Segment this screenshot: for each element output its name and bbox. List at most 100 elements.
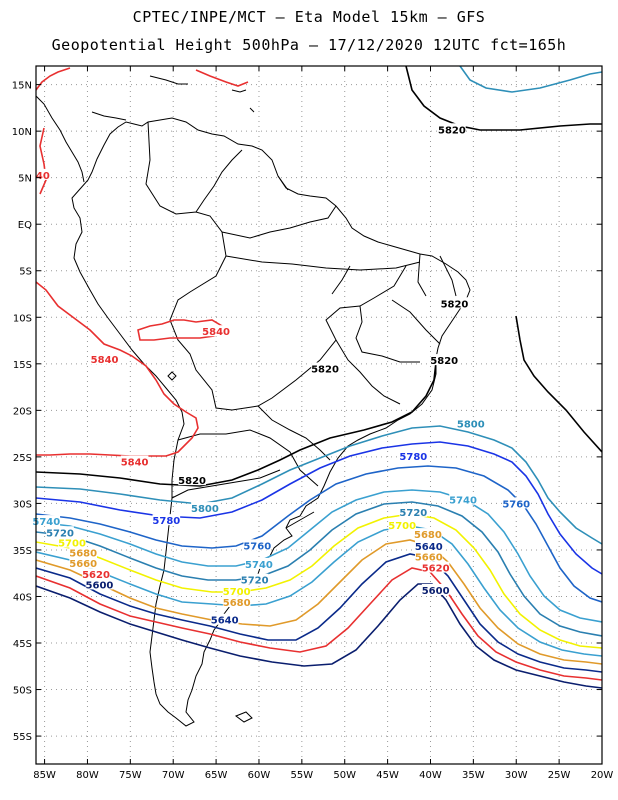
contour-label: 5640 xyxy=(415,542,443,553)
lon-tick-label: 60W xyxy=(248,770,271,781)
contour-label: 5800 xyxy=(457,419,485,430)
contour-label-bg xyxy=(399,505,428,517)
lat-tick-label: 50S xyxy=(13,686,32,697)
contour-5760 xyxy=(36,465,602,603)
contour-label-bg xyxy=(388,518,416,530)
lon-tick-label: 85W xyxy=(33,770,56,781)
chart-subtitle: Geopotential Height 500hPa – 17/12/2020 … xyxy=(51,36,567,54)
lat-tick-label: 15N xyxy=(12,81,32,92)
contour-5780 xyxy=(36,441,602,575)
contour-label: 5740 xyxy=(449,496,477,507)
contour-label: 5680 xyxy=(69,549,97,560)
lat-tick-label: 15S xyxy=(13,360,32,371)
lat-tick-label: 55S xyxy=(13,732,32,743)
contour-label: 5620 xyxy=(422,564,450,575)
falkland-islands xyxy=(234,711,253,723)
contour-label: 5780 xyxy=(152,516,180,527)
contour-label: 5660 xyxy=(415,552,443,563)
lat-tick-label: 45S xyxy=(13,639,32,650)
lon-tick-label: 65W xyxy=(205,770,228,781)
contour-label: 5780 xyxy=(399,452,427,463)
contour-label: 5660 xyxy=(69,559,97,570)
lon-tick-label: 40W xyxy=(419,770,442,781)
lat-tick-label: EQ xyxy=(18,220,32,231)
contour-label: 5740 xyxy=(245,560,273,571)
contour-label-bg xyxy=(82,568,110,580)
country-borders xyxy=(145,121,457,529)
antilles-island-2 xyxy=(231,89,247,93)
contour-label-bg xyxy=(85,578,114,590)
contour-label: 5640 xyxy=(211,616,239,627)
contour-label: 5820 xyxy=(311,364,339,375)
lon-tick-label: 35W xyxy=(462,770,485,781)
contour-label: 5820 xyxy=(430,356,458,367)
contour-label-bg xyxy=(449,493,477,505)
contour-label-bg xyxy=(210,613,239,625)
contour-label: 5840 xyxy=(202,327,230,338)
contour-label-bg xyxy=(90,353,119,365)
contour-labels: 5820 5820 5820 5820 5820 5840 5840 5840 40 5800 58… xyxy=(32,123,530,627)
contour-label: 5700 xyxy=(223,587,251,598)
lon-tick-label: 20W xyxy=(591,770,614,781)
contour-label-bg xyxy=(222,584,251,596)
contour-label: 5720 xyxy=(399,508,427,519)
contour-label-bg xyxy=(202,325,230,337)
contour-label-bg xyxy=(240,573,269,585)
contour-label-bg xyxy=(456,417,485,429)
contour-5720 xyxy=(36,501,602,637)
lat-tick-label: 25S xyxy=(13,453,32,464)
contour-label-bg xyxy=(438,123,466,135)
contour-5620 xyxy=(36,567,602,681)
contour-5700 xyxy=(36,513,602,649)
contour-label-bg xyxy=(120,455,149,467)
lon-tick-label: 75W xyxy=(119,770,142,781)
contour-label: 5700 xyxy=(58,539,86,550)
contour-label: 5760 xyxy=(243,541,271,552)
contour-5820-main xyxy=(36,361,437,487)
lat-tick-label: 10N xyxy=(12,127,32,138)
contour-label: 40 xyxy=(36,171,50,182)
contour-label-bg xyxy=(69,546,97,558)
axis-ticks: 15N 10N 5N EQ 5S 10S 15S 20S 25S 30S 35S 40S 45S 50S 5… xyxy=(12,66,614,781)
contour-label: 5760 xyxy=(502,499,530,510)
contour-label: 5600 xyxy=(86,580,114,591)
contour-label-bg xyxy=(430,354,459,366)
contour-5660 xyxy=(36,539,602,665)
contour-label-bg xyxy=(421,583,450,595)
contour-label-bg xyxy=(311,362,339,374)
lat-tick-label: 30S xyxy=(13,499,32,510)
lon-tick-label: 25W xyxy=(548,770,571,781)
lat-tick-label: 5S xyxy=(19,267,32,278)
lon-tick-label: 50W xyxy=(333,770,356,781)
lat-tick-label: 20S xyxy=(13,406,32,417)
contour-label-bg xyxy=(245,557,273,569)
contour-5800 xyxy=(36,425,602,545)
contour-5600 xyxy=(36,583,602,689)
antilles-island-3 xyxy=(249,107,255,113)
contour-label-bg xyxy=(178,474,206,486)
contour-5640 xyxy=(36,553,602,673)
contour-label-bg xyxy=(46,526,74,538)
contour-label-bg xyxy=(222,596,251,608)
contour-5740 xyxy=(36,489,602,623)
contour-5680 xyxy=(36,525,602,657)
contour-label: 5820 xyxy=(441,299,469,310)
contour-label: 5720 xyxy=(46,528,74,539)
contour-label: 5840 xyxy=(121,458,149,469)
contour-label-bg xyxy=(414,550,443,562)
contour-label-bg xyxy=(191,502,219,514)
contour-label: 5800 xyxy=(191,504,219,515)
contour-5820-north xyxy=(405,66,602,131)
height-contours xyxy=(36,66,602,689)
contour-label: 5820 xyxy=(438,125,466,136)
lat-tick-label: 5N xyxy=(18,174,32,185)
contour-label-bg xyxy=(152,514,181,526)
contour-label-bg xyxy=(414,540,443,552)
contour-label-bg xyxy=(69,556,97,568)
contour-label: 5680 xyxy=(414,530,442,541)
contour-label: 5740 xyxy=(32,517,60,528)
lon-tick-label: 80W xyxy=(76,770,99,781)
central-america-coast xyxy=(36,95,85,183)
contour-5820-east xyxy=(515,315,602,453)
